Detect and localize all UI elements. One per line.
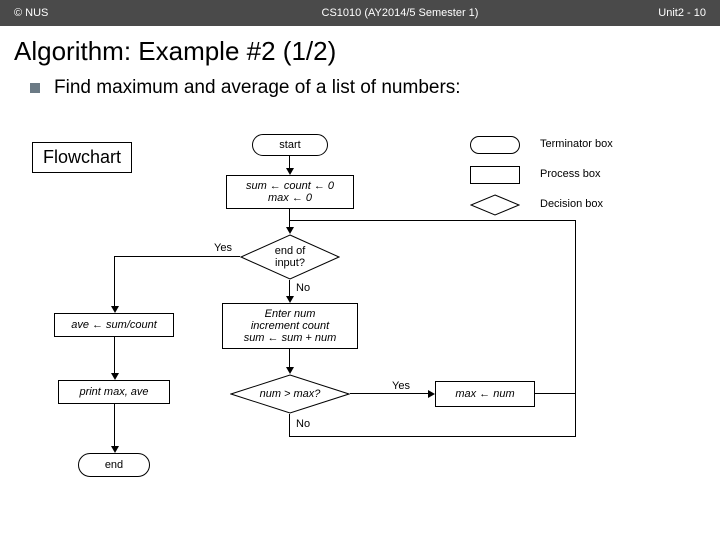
node-start-text: start — [279, 139, 300, 151]
legend-process-label: Process box — [540, 168, 601, 180]
node-end-input: end of input? — [240, 234, 340, 280]
legend-terminator-label: Terminator box — [540, 138, 613, 150]
legend-terminator-shape — [470, 136, 520, 154]
node-end: end — [78, 453, 150, 477]
edge-no-2: No — [296, 418, 310, 430]
node-init-text: sum ← count ← 0 max ← 0 — [246, 180, 334, 204]
node-end-input-text: end of input? — [240, 234, 340, 280]
header-copyright: © NUS — [14, 7, 194, 19]
header-course: CS1010 (AY2014/5 Semester 1) — [194, 7, 606, 19]
flowchart-diagram: Terminator box Process box Decision box … — [0, 130, 720, 540]
node-ave-text: ave ← sum/count — [71, 319, 157, 331]
node-enter: Enter num increment count sum ← sum + nu… — [222, 303, 358, 349]
slide-title: Algorithm: Example #2 (1/2) — [0, 26, 720, 73]
legend-decision-shape — [470, 194, 520, 216]
subtitle-row: Find maximum and average of a list of nu… — [0, 73, 720, 103]
edge-yes-2: Yes — [392, 380, 410, 392]
node-gt-max-text: num > max? — [230, 374, 350, 414]
node-start: start — [252, 134, 328, 156]
bullet-icon — [30, 83, 40, 93]
node-set-max: max ← num — [435, 381, 535, 407]
legend-decision-label: Decision box — [540, 198, 603, 210]
node-enter-text: Enter num increment count sum ← sum + nu… — [244, 308, 337, 344]
subtitle-text: Find maximum and average of a list of nu… — [54, 77, 461, 99]
node-set-max-text: max ← num — [455, 388, 514, 400]
node-ave: ave ← sum/count — [54, 313, 174, 337]
node-gt-max: num > max? — [230, 374, 350, 414]
legend-process-shape — [470, 166, 520, 184]
slide-header: © NUS CS1010 (AY2014/5 Semester 1) Unit2… — [0, 0, 720, 26]
header-unit: Unit2 - 10 — [606, 7, 706, 19]
edge-yes-1: Yes — [214, 242, 232, 254]
node-print-text: print max, ave — [79, 386, 148, 398]
node-end-text: end — [105, 459, 123, 471]
node-print: print max, ave — [58, 380, 170, 404]
edge-no-1: No — [296, 282, 310, 294]
node-init: sum ← count ← 0 max ← 0 — [226, 175, 354, 209]
